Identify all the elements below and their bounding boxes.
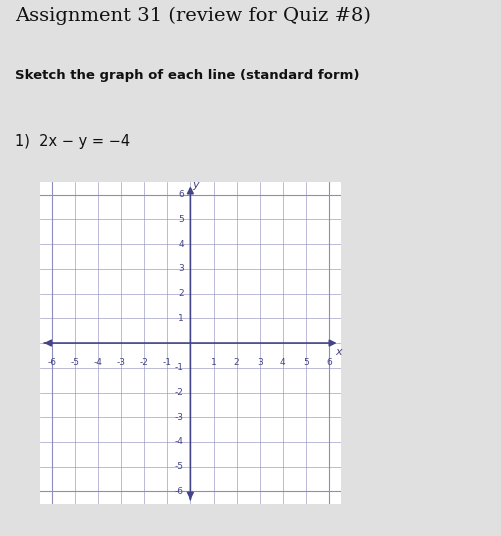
Text: -1: -1 <box>175 363 184 373</box>
Text: 5: 5 <box>303 359 309 367</box>
Text: -6: -6 <box>47 359 56 367</box>
Text: Sketch the graph of each line (standard form): Sketch the graph of each line (standard … <box>15 69 360 81</box>
Text: -2: -2 <box>140 359 149 367</box>
Text: -1: -1 <box>163 359 172 367</box>
Text: 2: 2 <box>234 359 239 367</box>
Text: 4: 4 <box>280 359 286 367</box>
Text: -5: -5 <box>175 462 184 471</box>
Text: -2: -2 <box>175 388 184 397</box>
Text: -4: -4 <box>175 437 184 446</box>
Text: 6: 6 <box>326 359 332 367</box>
Text: 3: 3 <box>257 359 263 367</box>
Text: 5: 5 <box>178 215 184 224</box>
Text: 4: 4 <box>178 240 184 249</box>
Text: 1: 1 <box>178 314 184 323</box>
Text: 1)  2x − y = −4: 1) 2x − y = −4 <box>15 134 130 149</box>
Text: 1: 1 <box>210 359 216 367</box>
Text: y: y <box>192 180 199 190</box>
Text: 2: 2 <box>178 289 184 298</box>
Text: -5: -5 <box>70 359 79 367</box>
Text: -6: -6 <box>175 487 184 496</box>
Text: -4: -4 <box>94 359 102 367</box>
Text: 6: 6 <box>178 190 184 199</box>
Text: -3: -3 <box>117 359 126 367</box>
Text: -3: -3 <box>175 413 184 422</box>
Text: x: x <box>336 347 342 358</box>
Text: 3: 3 <box>178 264 184 273</box>
Text: Assignment 31 (review for Quiz #8): Assignment 31 (review for Quiz #8) <box>15 7 371 25</box>
